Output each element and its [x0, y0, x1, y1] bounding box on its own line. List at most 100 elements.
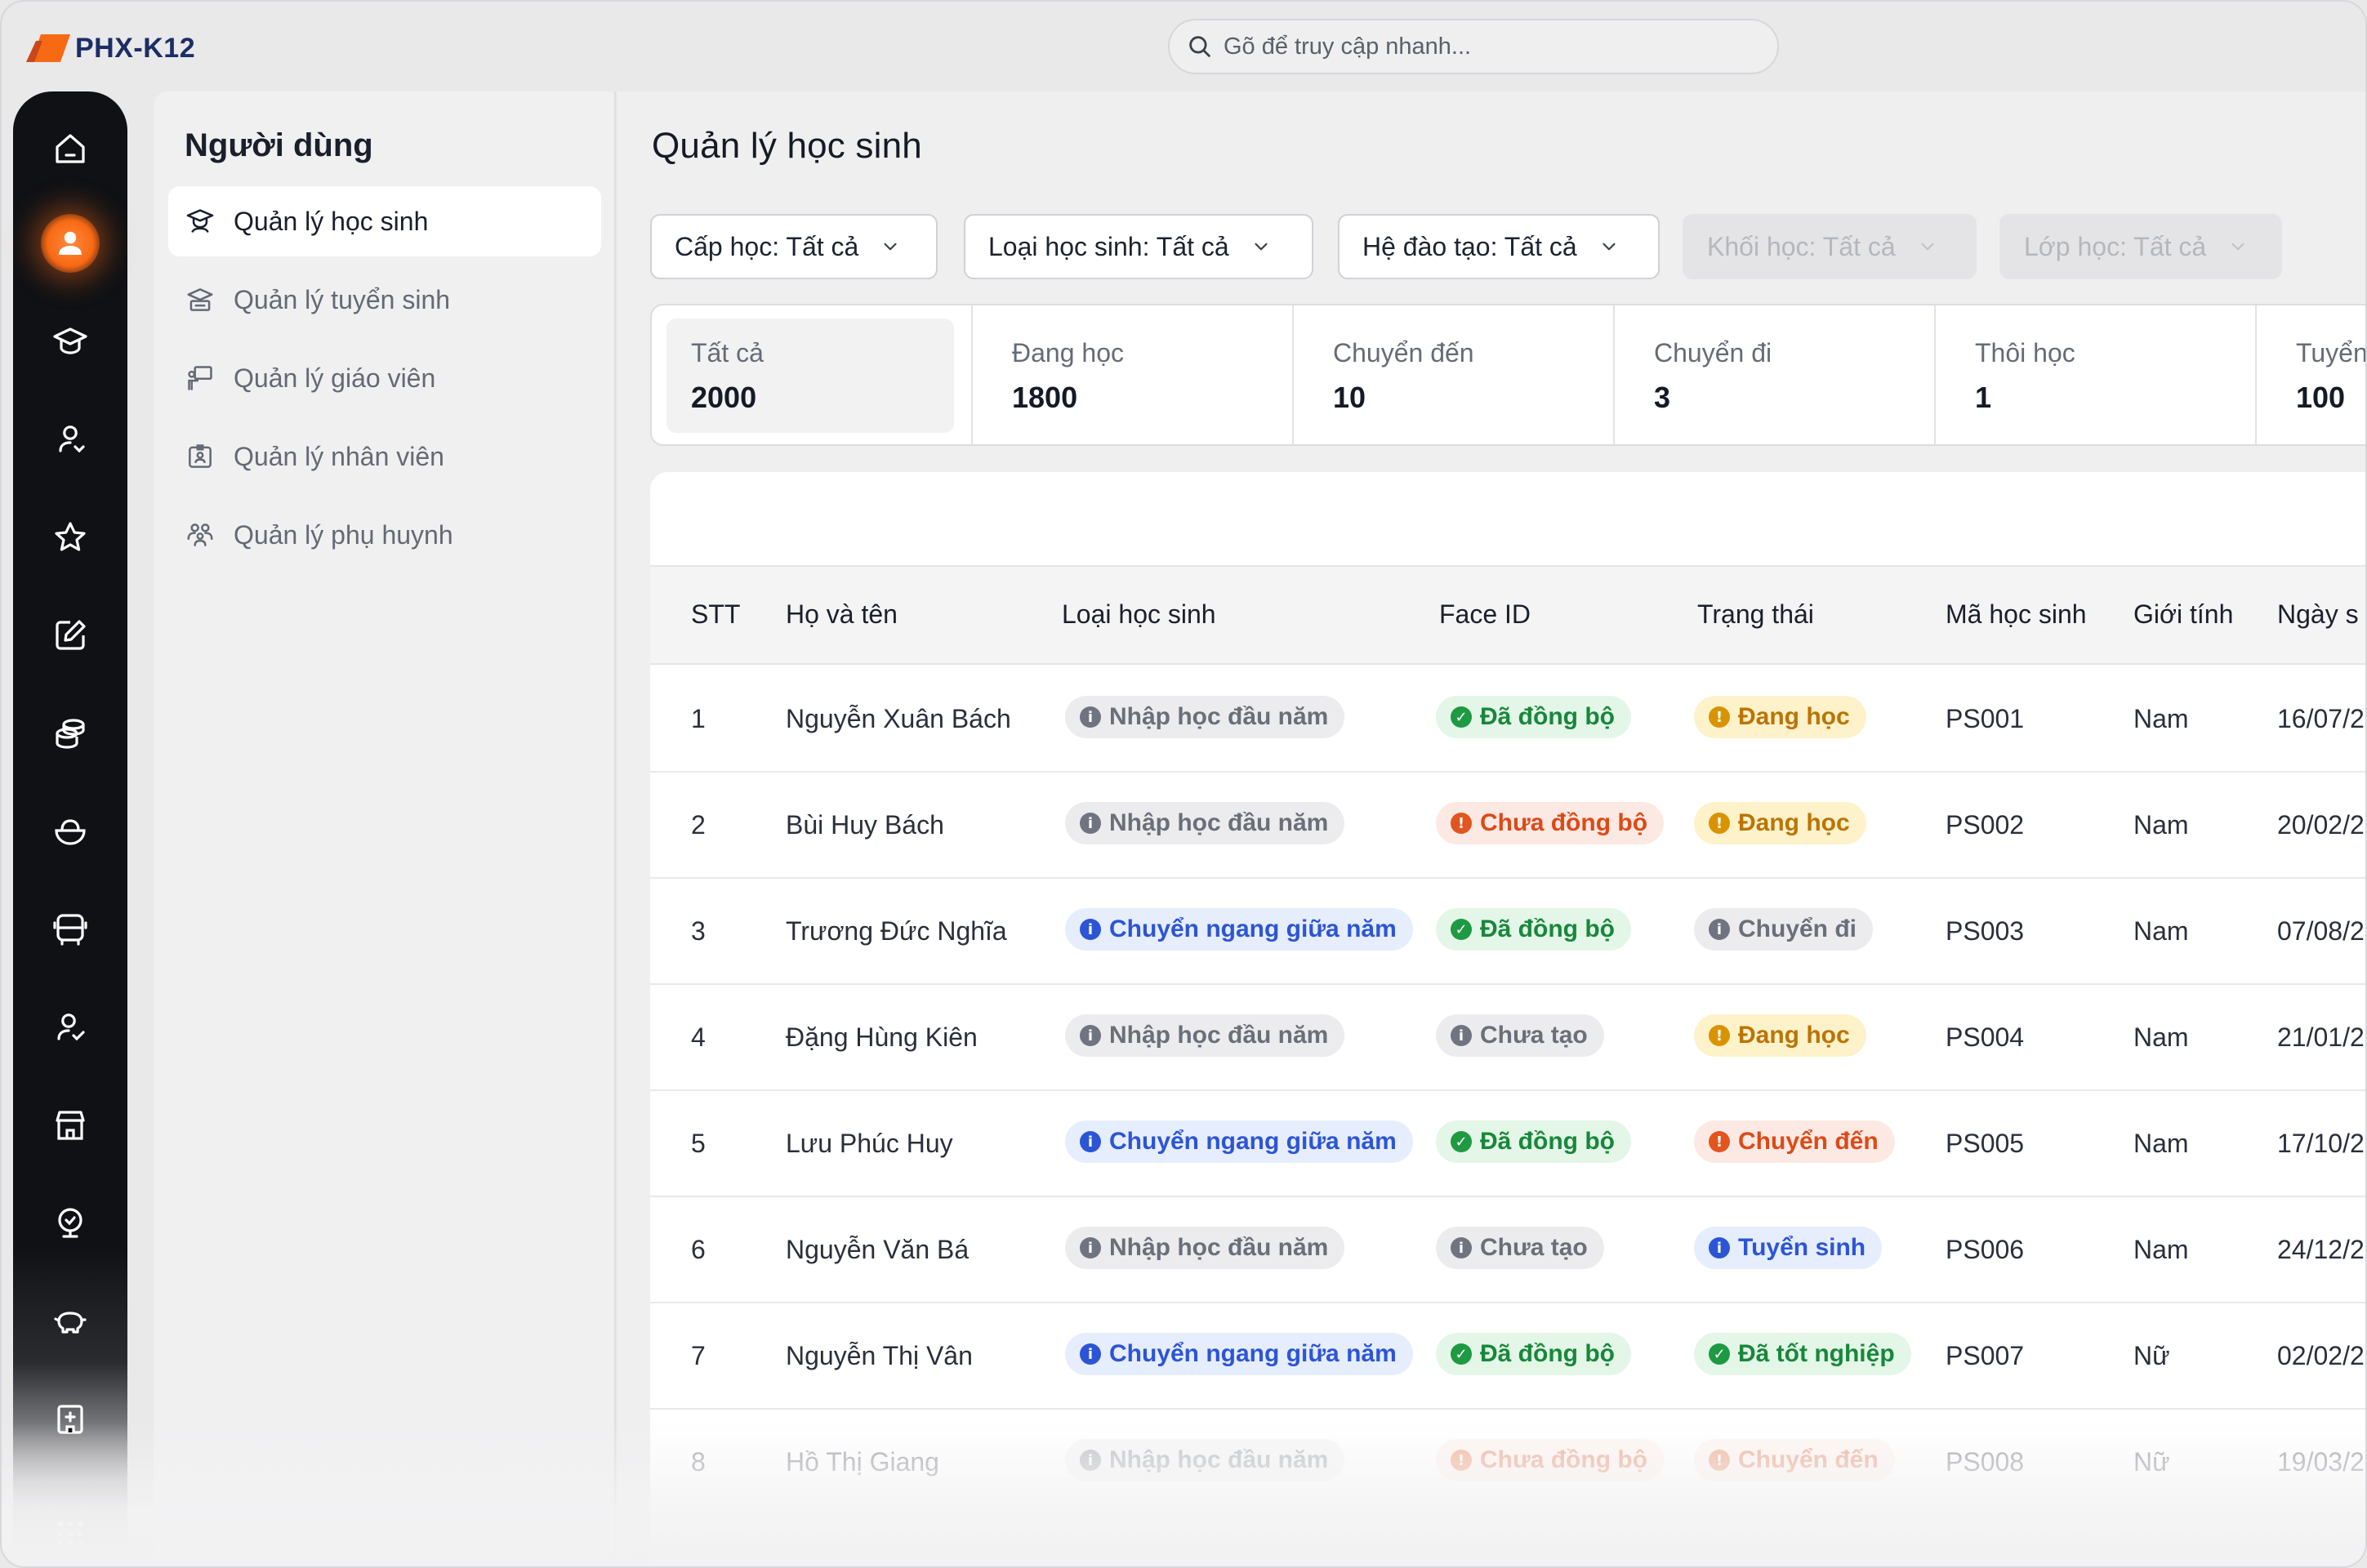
- student-dob: 19/03/2: [2277, 1447, 2365, 1477]
- table-row[interactable]: 7 Nguyễn Thị Vân i Chuyển ngang giữa năm ✓ Đã…: [650, 1303, 2365, 1410]
- student-code: PS004: [1946, 1022, 2025, 1052]
- table-row[interactable]: 1 Nguyễn Xuân Bách i Nhập học đầu năm ✓ Đã đồ…: [650, 666, 2365, 773]
- stat-tab-studying[interactable]: Đang học 1800: [973, 305, 1294, 444]
- column-header[interactable]: Mã học sinh: [1946, 599, 2087, 629]
- table-row[interactable]: 2 Bùi Huy Bách i Nhập học đầu năm! Chưa đồng…: [650, 773, 2365, 879]
- stat-value: 2000: [691, 381, 757, 414]
- column-header[interactable]: Face ID: [1439, 599, 1531, 629]
- student-type-badge: i Nhập học đầu năm: [1065, 802, 1345, 844]
- apps-grid-icon[interactable]: [46, 1509, 95, 1558]
- info-circle-icon: i: [1080, 1450, 1101, 1471]
- filter-training-system-select[interactable]: Hệ đào tạo: Tất cả: [1338, 214, 1660, 279]
- table-row[interactable]: 8 Hồ Thị Giang i Nhập học đầu năm! Chưa đồng…: [650, 1410, 2365, 1516]
- page-title: Quản lý học sinh: [652, 126, 922, 166]
- table-row[interactable]: 6 Nguyễn Văn Bá i Nhập học đầu năm i Chưa tạo…: [650, 1197, 2365, 1303]
- search-icon: [1189, 36, 1210, 57]
- alert-circle-icon: !: [1709, 1025, 1730, 1046]
- subnav-item-label: Quản lý nhân viên: [234, 441, 444, 471]
- alert-circle-icon: !: [1451, 813, 1472, 834]
- quick-search[interactable]: [1168, 19, 1779, 74]
- filter-level-select[interactable]: Cấp học: Tất cả: [650, 214, 938, 279]
- face-id-badge-label: Chưa đồng bộ: [1480, 809, 1648, 836]
- student-dob: 17/10/2: [2277, 1129, 2365, 1158]
- status-badge-label: Đang học: [1738, 703, 1850, 730]
- chevron-down-icon: [884, 243, 897, 251]
- student-icon: [186, 209, 214, 233]
- stat-tab-transfer-in[interactable]: Chuyển đến 10: [1294, 305, 1615, 444]
- user-icon[interactable]: [46, 219, 95, 268]
- status-badge-label: Đã tốt nghiệp: [1738, 1340, 1895, 1367]
- subnav-item-admissions[interactable]: Quản lý tuyển sinh: [168, 265, 601, 335]
- table-row[interactable]: 5 Lưu Phúc Huy i Chuyển ngang giữa năm ✓ Đã đ…: [650, 1091, 2365, 1197]
- bus-icon[interactable]: [46, 905, 95, 954]
- row-index: 8: [691, 1447, 706, 1477]
- column-header[interactable]: Họ và tên: [786, 599, 898, 629]
- status-badge: ! Chuyển đến: [1694, 1120, 1895, 1163]
- piggy-bank-icon[interactable]: [46, 1297, 95, 1346]
- user-sync-icon[interactable]: [46, 415, 95, 464]
- graduation-cap-icon[interactable]: [46, 317, 95, 366]
- star-icon[interactable]: [46, 513, 95, 562]
- logo[interactable]: PHX-K12: [25, 28, 195, 69]
- subnav-item-teachers[interactable]: Quản lý giáo viên: [168, 343, 601, 413]
- student-type-badge-label: Chuyển ngang giữa năm: [1109, 915, 1397, 942]
- home-icon[interactable]: [46, 124, 95, 173]
- info-circle-icon: i: [1709, 919, 1730, 940]
- status-badge: i Tuyển sinh: [1694, 1227, 1883, 1269]
- student-name: Trương Đức Nghĩa: [786, 916, 1007, 946]
- info-circle-icon: i: [1080, 706, 1101, 728]
- presentation-icon[interactable]: [46, 1199, 95, 1248]
- student-name: Nguyễn Văn Bá: [786, 1235, 970, 1264]
- face-id-badge: ✓ Đã đồng bộ: [1436, 696, 1631, 738]
- face-id-badge-label: Đã đồng bộ: [1480, 703, 1615, 730]
- info-circle-icon: i: [1080, 1025, 1101, 1046]
- building-icon[interactable]: [46, 1395, 95, 1444]
- main-content: Quản lý học sinh Cấp học: Tất cả Loại họ…: [617, 91, 2365, 1566]
- student-dob: 21/01/2: [2277, 1022, 2365, 1052]
- coins-icon[interactable]: [46, 709, 95, 758]
- search-input[interactable]: [1224, 33, 1730, 60]
- column-header[interactable]: Ngày s: [2277, 599, 2359, 629]
- alert-circle-icon: !: [1709, 706, 1730, 728]
- row-index: 2: [691, 810, 706, 840]
- chevron-down-icon: [1921, 243, 1934, 251]
- filter-label: Hệ đào tạo: Tất cả: [1362, 231, 1577, 261]
- stat-label: Đang học: [1012, 338, 1124, 368]
- row-index: 3: [691, 916, 706, 946]
- subnav-item-staff[interactable]: Quản lý nhân viên: [168, 421, 601, 492]
- student-dob: 24/12/2: [2277, 1235, 2365, 1264]
- face-id-badge-label: Đã đồng bộ: [1480, 915, 1615, 942]
- status-summary-tabs: Tất cả 2000 Đang học 1800 Chuyển đến 10 …: [650, 304, 2365, 446]
- stat-tab-admissions[interactable]: Tuyển 100: [2257, 305, 2365, 444]
- parents-icon: [187, 523, 213, 546]
- face-id-badge: ✓ Đã đồng bộ: [1436, 908, 1631, 951]
- food-bowl-icon[interactable]: [46, 807, 95, 856]
- column-header[interactable]: Giới tính: [2133, 599, 2234, 629]
- column-header[interactable]: Trạng thái: [1697, 599, 1814, 629]
- logo-mark-icon: [26, 34, 70, 62]
- column-header[interactable]: STT: [691, 599, 741, 629]
- stat-tab-dropped-out[interactable]: Thôi học 1: [1936, 305, 2257, 444]
- student-name: Bùi Huy Bách: [786, 810, 944, 840]
- stat-tab-transfer-out[interactable]: Chuyển đi 3: [1615, 305, 1936, 444]
- alert-circle-icon: !: [1709, 813, 1730, 834]
- subnav-item-parents[interactable]: Quản lý phụ huynh: [168, 500, 601, 570]
- column-header[interactable]: Loại học sinh: [1062, 599, 1216, 629]
- student-gender: Nam: [2133, 1129, 2189, 1158]
- filter-student-type-select[interactable]: Loại học sinh: Tất cả: [964, 214, 1313, 279]
- user-check-icon[interactable]: [46, 1003, 95, 1052]
- stat-tab-all[interactable]: Tất cả 2000: [652, 305, 973, 444]
- subnav-item-label: Quản lý phụ huynh: [234, 519, 453, 550]
- subnav-item-students[interactable]: Quản lý học sinh: [168, 186, 601, 256]
- subnav-item-label: Quản lý giáo viên: [234, 363, 436, 393]
- filter-label: Khối học: Tất cả: [1707, 231, 1896, 261]
- edit-icon[interactable]: [46, 611, 95, 660]
- filter-label: Cấp học: Tất cả: [675, 231, 859, 261]
- info-circle-icon: i: [1080, 1343, 1101, 1365]
- stat-label: Tất cả: [691, 338, 764, 368]
- student-type-badge-label: Chuyển ngang giữa năm: [1109, 1340, 1397, 1367]
- chevron-down-icon: [1255, 243, 1268, 251]
- table-row[interactable]: 3 Trương Đức Nghĩa i Chuyển ngang giữa năm ✓…: [650, 879, 2365, 985]
- store-icon[interactable]: [46, 1101, 95, 1150]
- table-row[interactable]: 4 Đặng Hùng Kiên i Nhập học đầu năm i Chưa tạ…: [650, 985, 2365, 1091]
